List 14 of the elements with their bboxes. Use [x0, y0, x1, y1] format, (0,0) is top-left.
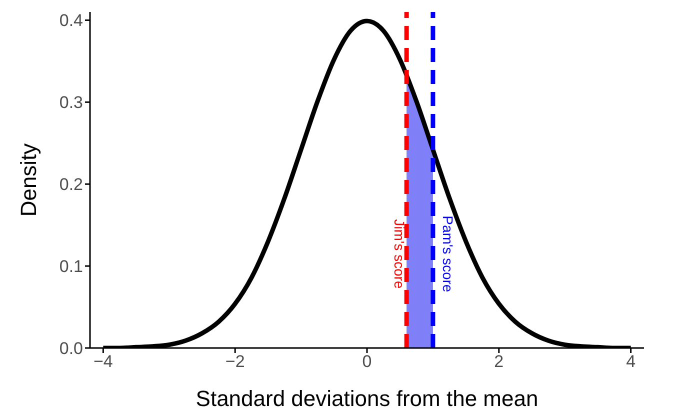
y-tick-label: 0.2: [59, 175, 83, 194]
y-tick-label: 0.1: [59, 257, 83, 276]
x-axis-title: Standard deviations from the mean: [196, 386, 538, 411]
x-tick-label: 4: [626, 352, 636, 372]
x-tick-label: 0: [362, 352, 372, 372]
ref-line-label: Jim's score: [392, 219, 408, 289]
y-axis-title: Density: [16, 143, 41, 217]
x-tick-label: −4: [93, 352, 113, 372]
x-tick-label: 2: [494, 352, 504, 372]
ref-line-label: Pam's score: [440, 216, 456, 292]
y-tick-label: 0.4: [59, 11, 83, 30]
y-tick-label: 0.0: [59, 339, 83, 358]
y-tick-label: 0.3: [59, 93, 83, 112]
x-tick-label: −2: [225, 352, 245, 372]
